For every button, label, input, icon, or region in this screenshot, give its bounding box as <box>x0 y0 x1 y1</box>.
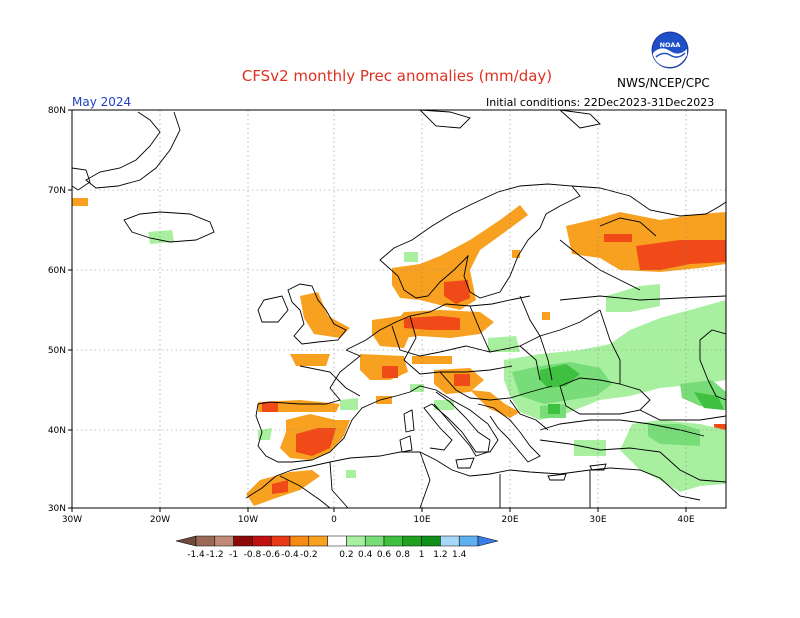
colorbar-tick-label: 0.6 <box>377 550 392 560</box>
colorbar-tick-label: -0.8 <box>244 550 262 560</box>
lon-label-40e: 40E <box>677 515 694 525</box>
colorbar-tick-label: -0.2 <box>300 550 318 560</box>
colorbar-swatch <box>458 535 479 547</box>
colorbar-swatch <box>270 535 291 547</box>
lat-label-50n: 50N <box>48 346 66 356</box>
noaa-logo-text: NOAA <box>660 41 681 49</box>
colorbar-swatch <box>364 535 385 547</box>
forecast-month: May 2024 <box>72 95 132 109</box>
colorbar-arrow-right <box>477 535 499 547</box>
colorbar-swatch <box>289 535 310 547</box>
initial-conditions: Initial conditions: 22Dec2023-31Dec2023 <box>486 96 715 109</box>
colorbar-tick-label: 1 <box>419 550 425 560</box>
lat-label-40n: 40N <box>48 426 66 436</box>
colorbar-tick-label: 0.8 <box>396 550 411 560</box>
noaa-logo-icon: NOAA <box>651 31 689 69</box>
colorbar-swatch <box>346 535 366 547</box>
colorbar-swatch <box>252 535 272 547</box>
lat-label-80n: 80N <box>48 106 66 116</box>
lon-label-30w: 30W <box>62 515 82 525</box>
map-gridlines <box>72 110 726 508</box>
colorbar-swatch <box>421 535 441 547</box>
colorbar-swatch <box>440 535 460 547</box>
lon-label-10w: 10W <box>238 515 258 525</box>
colorbar: -1.4 -1.2 -1 -0.8 -0.6 -0.4 -0.2 0.2 0.4 0.6 0.8 1 1… <box>175 535 499 560</box>
colorbar-swatch <box>402 535 422 547</box>
map-frame <box>71 109 727 509</box>
colorbar-swatch <box>327 535 347 547</box>
longitude-axis: 30W 20W 10W 0 10E 20E 30E 40E <box>62 508 695 525</box>
lat-label-30n: 30N <box>48 504 66 514</box>
colorbar-swatch <box>214 535 234 547</box>
agency-label: NWS/NCEP/CPC <box>617 76 710 90</box>
lon-label-30e: 30E <box>589 515 606 525</box>
colorbar-swatch <box>195 535 216 547</box>
lat-label-60n: 60N <box>48 266 66 276</box>
colorbar-tick-label: -0.6 <box>262 550 280 560</box>
colorbar-arrow-left <box>175 535 197 547</box>
colorbar-tick-label: 0.2 <box>339 550 353 560</box>
colorbar-tick-label: -1.2 <box>206 550 224 560</box>
lon-label-10e: 10E <box>413 515 430 525</box>
lon-label-0: 0 <box>331 515 337 525</box>
colorbar-tick-label: 0.4 <box>358 550 373 560</box>
colorbar-swatch <box>308 535 328 547</box>
lat-label-70n: 70N <box>48 186 66 196</box>
colorbar-tick-label: -1.4 <box>187 550 205 560</box>
coastlines-and-borders <box>71 109 727 509</box>
latitude-axis: 80N 70N 60N 50N 40N 30N <box>48 106 72 514</box>
lon-label-20w: 20W <box>150 515 170 525</box>
colorbar-tick-label: -0.4 <box>281 550 299 560</box>
colorbar-tick-label: 1.4 <box>452 550 467 560</box>
colorbar-swatch <box>383 535 404 547</box>
anomaly-fields <box>72 198 726 506</box>
lon-label-20e: 20E <box>501 515 518 525</box>
map-title: CFSv2 monthly Prec anomalies (mm/day) <box>241 67 553 85</box>
colorbar-tick-label: -1 <box>229 550 238 560</box>
colorbar-tick-label: 1.2 <box>433 550 447 560</box>
colorbar-swatch <box>233 535 253 547</box>
